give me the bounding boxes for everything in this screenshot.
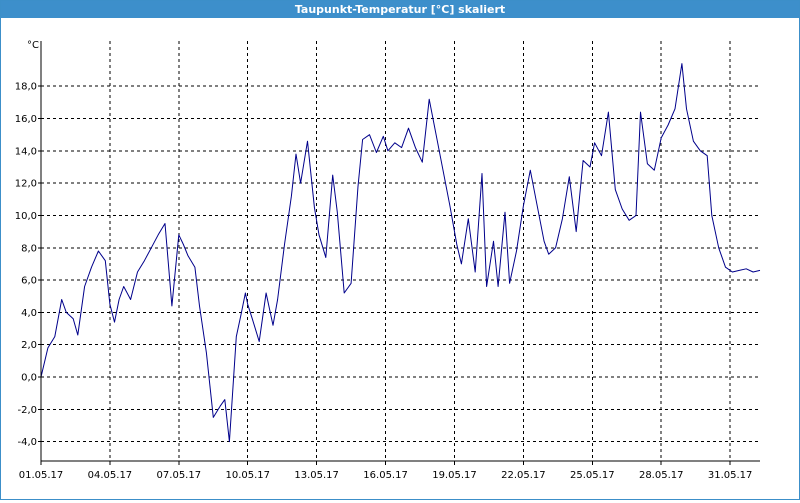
- y-tick-label: 14,0: [15, 146, 37, 157]
- tick-labels: 18,0 16,0 14,0 12,0 10,0 8,0 6,0 4,0 2,0 0,0 -2,0 -…: [15, 40, 753, 481]
- y-tick-label: 0,0: [21, 373, 37, 384]
- series-layer: [40, 63, 761, 443]
- x-tick-label: 22.05.17: [501, 470, 546, 481]
- axes: [38, 41, 760, 465]
- x-tick-label: 04.05.17: [88, 470, 133, 481]
- y-tick-label: 2,0: [21, 340, 37, 351]
- y-tick-label: 6,0: [21, 276, 37, 287]
- y-tick-label: -4,0: [17, 437, 37, 448]
- x-tick-label: 16.05.17: [363, 470, 408, 481]
- y-axis-unit-label: °C: [27, 40, 39, 51]
- x-tick-label: 07.05.17: [157, 470, 202, 481]
- x-tick-label: 19.05.17: [432, 470, 477, 481]
- window-title: Taupunkt-Temperatur [°C] skaliert: [1, 1, 799, 18]
- x-tick-label: 28.05.17: [639, 470, 684, 481]
- y-tick-label: 18,0: [15, 82, 37, 93]
- y-tick-label: 10,0: [15, 211, 37, 222]
- chart-area: 18,0 16,0 14,0 12,0 10,0 8,0 6,0 4,0 2,0 0,0 -2,0 -…: [1, 19, 799, 499]
- x-tick-label: 31.05.17: [708, 470, 753, 481]
- series-line-dewpoint: [40, 63, 761, 443]
- x-tick-label: 25.05.17: [570, 470, 615, 481]
- grid: [41, 41, 760, 461]
- dewpoint-chart: 18,0 16,0 14,0 12,0 10,0 8,0 6,0 4,0 2,0 0,0 -2,0 -…: [15, 40, 761, 481]
- x-tick-label: 10.05.17: [225, 470, 270, 481]
- y-tick-label: -2,0: [17, 405, 37, 416]
- x-tick-label: 13.05.17: [294, 470, 339, 481]
- y-tick-label: 12,0: [15, 179, 37, 190]
- y-tick-label: 8,0: [21, 243, 37, 254]
- x-tick-label: 01.05.17: [19, 470, 64, 481]
- y-tick-label: 16,0: [15, 114, 37, 125]
- y-tick-label: 4,0: [21, 308, 37, 319]
